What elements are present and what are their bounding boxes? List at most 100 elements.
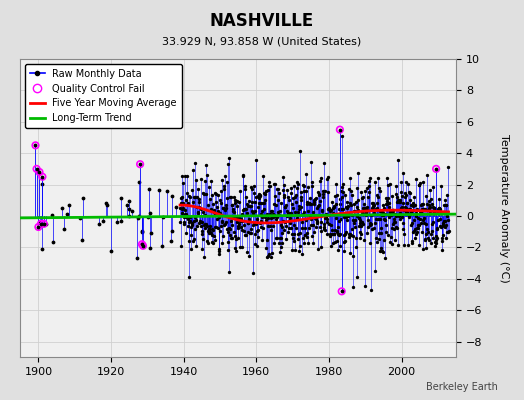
Point [287, 210, 296, 216]
Point [383, 200, 391, 207]
Point [336, 126, 344, 133]
Point [243, 248, 251, 255]
Point [404, 181, 412, 187]
Point [275, 240, 283, 247]
Point [418, 201, 427, 207]
Point [347, 188, 355, 194]
Point [399, 200, 407, 206]
Point [271, 181, 280, 187]
Point [422, 245, 430, 251]
Point [258, 214, 267, 220]
Point [293, 236, 302, 242]
Point [296, 242, 304, 249]
Point [255, 195, 263, 201]
Point [193, 204, 201, 210]
Point [265, 178, 273, 185]
Point [182, 229, 191, 236]
Point [274, 208, 282, 215]
Point [282, 235, 290, 242]
Point [280, 182, 288, 188]
Point [278, 230, 286, 236]
Point [192, 217, 200, 224]
Point [403, 209, 411, 216]
Point [351, 217, 359, 223]
Point [285, 218, 293, 224]
Point [443, 216, 452, 223]
Point [440, 218, 448, 224]
Point [211, 224, 220, 230]
Point [221, 206, 230, 213]
Point [358, 219, 366, 225]
Point [134, 215, 143, 221]
Point [241, 232, 249, 239]
Point [237, 217, 245, 223]
Point [308, 183, 316, 189]
Point [220, 183, 228, 190]
Point [385, 214, 393, 220]
Point [180, 221, 188, 227]
Point [38, 174, 47, 180]
Point [300, 240, 308, 246]
Point [431, 205, 439, 211]
Point [385, 204, 394, 210]
Point [400, 207, 409, 213]
Point [38, 246, 46, 253]
Point [323, 230, 331, 237]
Point [203, 239, 212, 246]
Point [320, 224, 329, 231]
Point [421, 237, 429, 243]
Point [390, 218, 399, 225]
Point [206, 228, 214, 235]
Point [367, 286, 376, 293]
Point [239, 172, 247, 178]
Point [396, 198, 404, 205]
Point [78, 237, 86, 243]
Point [198, 246, 206, 253]
Point [420, 206, 429, 212]
Point [205, 230, 213, 236]
Point [430, 205, 439, 212]
Point [333, 228, 342, 234]
Point [279, 194, 288, 200]
Point [428, 235, 436, 242]
Point [435, 195, 444, 202]
Point [392, 182, 400, 189]
Point [107, 248, 115, 254]
Point [348, 284, 357, 290]
Point [432, 209, 441, 215]
Point [335, 205, 343, 212]
Point [292, 199, 300, 205]
Point [272, 216, 280, 222]
Point [301, 225, 310, 231]
Point [362, 185, 370, 192]
Point [378, 212, 386, 218]
Point [192, 243, 201, 249]
Point [289, 205, 297, 212]
Point [381, 229, 390, 235]
Point [232, 236, 240, 242]
Point [334, 232, 343, 238]
Point [186, 214, 194, 220]
Point [226, 194, 235, 200]
Point [419, 178, 428, 185]
Point [409, 229, 417, 235]
Point [433, 226, 441, 232]
Point [383, 175, 391, 182]
Point [206, 206, 215, 212]
Point [352, 235, 360, 241]
Point [213, 211, 221, 217]
Point [116, 218, 125, 224]
Point [356, 229, 365, 235]
Point [261, 188, 270, 194]
Point [417, 202, 425, 209]
Point [389, 207, 397, 213]
Point [411, 226, 419, 232]
Point [191, 226, 199, 233]
Point [249, 270, 257, 276]
Point [385, 209, 394, 216]
Point [411, 231, 420, 238]
Point [354, 206, 362, 213]
Point [204, 201, 212, 208]
Point [235, 220, 243, 227]
Point [438, 210, 446, 216]
